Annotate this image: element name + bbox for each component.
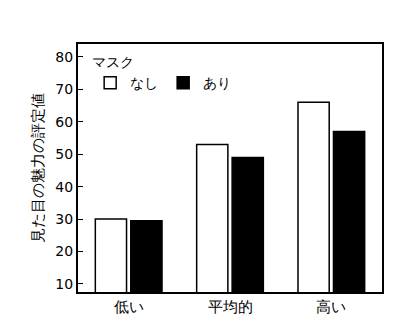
- svg-text:40: 40: [55, 179, 73, 195]
- svg-text:80: 80: [55, 49, 73, 65]
- svg-text:あり: あり: [203, 75, 231, 91]
- svg-text:50: 50: [55, 146, 73, 162]
- svg-text:70: 70: [55, 81, 73, 97]
- svg-text:高い: 高い: [316, 298, 346, 316]
- svg-text:10: 10: [55, 276, 73, 292]
- svg-text:なし: なし: [130, 75, 158, 91]
- svg-text:低い: 低い: [114, 298, 144, 316]
- svg-text:30: 30: [55, 211, 73, 227]
- svg-text:マスク: マスク: [92, 54, 134, 70]
- svg-text:60: 60: [55, 114, 73, 130]
- svg-text:20: 20: [55, 243, 73, 259]
- svg-text:平均的: 平均的: [208, 298, 253, 316]
- svg-text:見た目の魅力の評定値: 見た目の魅力の評定値: [29, 93, 47, 243]
